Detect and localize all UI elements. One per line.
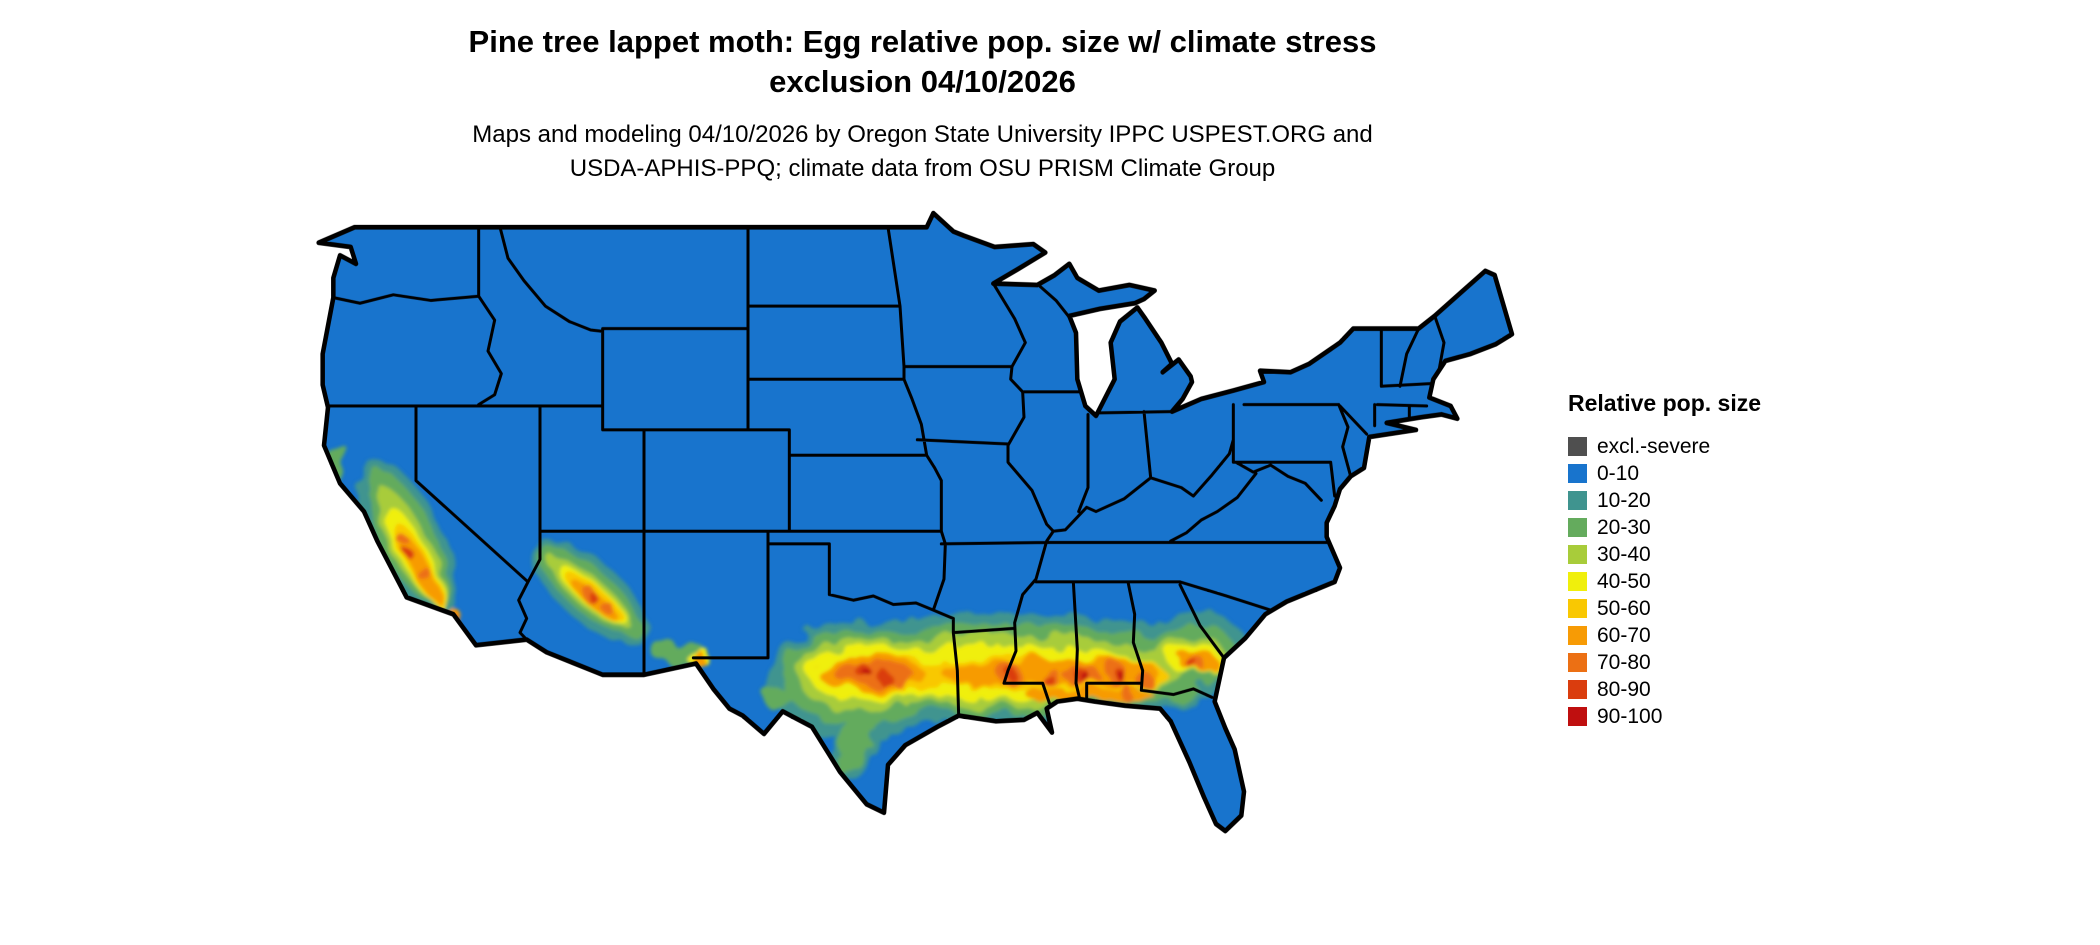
map-title-line2: exclusion 04/10/2026: [769, 64, 1076, 99]
conus-map-svg: [260, 185, 1540, 945]
title-block: Pine tree lappet moth: Egg relative pop.…: [0, 22, 1845, 186]
map-title-line1: Pine tree lappet moth: Egg relative pop.…: [468, 24, 1377, 59]
legend-item: 40-50: [1568, 568, 1868, 595]
legend-item-label: 20-30: [1597, 516, 1651, 539]
legend-item: 0-10: [1568, 460, 1868, 487]
map-subtitle-line2: USDA-APHIS-PPQ; climate data from OSU PR…: [569, 155, 1276, 182]
legend-item-label: 0-10: [1597, 462, 1640, 485]
legend-item-label: 80-90: [1597, 678, 1651, 701]
legend-title: Relative pop. size: [1568, 390, 1762, 416]
map-subtitle-line1: Maps and modeling 04/10/2026 by Oregon S…: [472, 121, 1373, 148]
legend-item: 50-60: [1568, 595, 1868, 622]
legend-item: 70-80: [1568, 649, 1868, 676]
legend-swatch: [1568, 545, 1587, 564]
legend-swatch: [1568, 626, 1587, 645]
legend-items: excl.-severe 0-10 10-20 20-30 30-40 40-50 50-6…: [1568, 433, 1868, 730]
legend-item: 30-40: [1568, 541, 1868, 568]
legend-swatch: [1568, 518, 1587, 537]
legend-item: 80-90: [1568, 676, 1868, 703]
legend-item-label: 90-100: [1597, 705, 1663, 728]
legend-swatch: [1568, 680, 1587, 699]
legend-item-label: 40-50: [1597, 570, 1651, 593]
legend-item: 90-100: [1568, 703, 1868, 730]
legend-swatch: [1568, 599, 1587, 618]
legend-item: excl.-severe: [1568, 433, 1868, 460]
legend-item: 60-70: [1568, 622, 1868, 649]
legend-item-label: 60-70: [1597, 624, 1651, 647]
legend-swatch: [1568, 464, 1587, 483]
legend-swatch: [1568, 707, 1587, 726]
legend-item: 20-30: [1568, 514, 1868, 541]
legend-item-label: 10-20: [1597, 489, 1651, 512]
legend-swatch: [1568, 437, 1587, 456]
legend-item: 10-20: [1568, 487, 1868, 514]
state-borders: [328, 227, 1444, 715]
legend-swatch: [1568, 572, 1587, 591]
legend-item-label: 50-60: [1597, 597, 1651, 620]
us-map: [260, 185, 1540, 945]
map-subtitle: Maps and modeling 04/10/2026 by Oregon S…: [0, 118, 1845, 186]
legend-swatch: [1568, 653, 1587, 672]
legend-item-label: excl.-severe: [1597, 435, 1711, 458]
heat-layer: [325, 441, 1250, 789]
map-title: Pine tree lappet moth: Egg relative pop.…: [0, 22, 1845, 102]
legend-swatch: [1568, 491, 1587, 510]
legend: Relative pop. size excl.-severe 0-10 10-20…: [1568, 390, 1868, 730]
legend-item-label: 30-40: [1597, 543, 1651, 566]
legend-item-label: 70-80: [1597, 651, 1651, 674]
